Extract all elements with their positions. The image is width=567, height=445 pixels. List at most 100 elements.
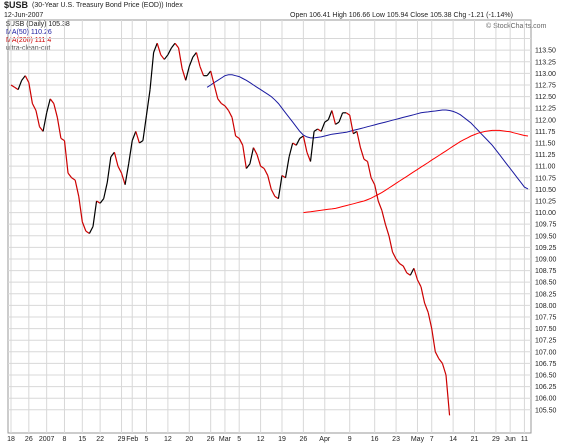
price-segment [245,163,251,169]
x-tick-label: May [411,436,425,443]
x-tick-label: 19 [278,436,286,443]
plot-frame [7,19,532,434]
price-segment [331,110,337,125]
price-segment [192,52,197,58]
ohlc-readout: Open 106.41 High 106.66 Low 105.94 Close… [290,12,513,19]
price-segment [185,66,190,81]
price-segment [363,158,368,163]
y-tick-label: 111.50 [535,140,555,147]
y-tick-label: 106.25 [535,384,557,391]
x-tick-label: 8 [63,436,67,443]
price-segment [113,152,119,167]
price-segment [420,286,426,304]
price-segment [135,131,140,144]
y-tick-label: 112.25 [535,106,556,113]
price-segment [249,147,255,164]
price-segment [181,68,187,81]
x-tick-label: 5 [237,436,241,443]
y-tick-label: 107.50 [535,326,557,333]
chart-date: 12-Jun-2007 [4,12,44,19]
price-segment [409,267,415,276]
y-tick-label: 106.00 [535,396,557,403]
x-tick-label: Feb [126,436,138,443]
price-segment [317,128,322,132]
price-segment [153,42,158,53]
x-tick-label: 15 [78,436,86,443]
y-tick-label: 109.75 [535,222,557,229]
price-segment [288,142,294,158]
price-segment [156,43,162,55]
legend-entry-extra: ultra-clean-cut [6,45,51,52]
price-segment [270,189,276,197]
chart-description: (30-Year U.S. Treasury Bond Price (EOD))… [32,2,183,9]
price-segment [39,126,44,132]
y-tick-label: 112.50 [535,94,556,101]
price-segment [224,105,229,111]
price-segment [139,140,144,144]
price-segment [221,103,226,107]
price-segment [231,117,237,137]
x-tick-label: 16 [371,436,379,443]
y-tick-label: 108.25 [535,291,557,298]
x-tick-label: 22 [96,436,104,443]
price-segment [35,110,41,127]
x-tick-label: 18 [7,436,15,443]
price-segment [103,182,108,199]
y-tick-label: 111.00 [535,164,555,171]
x-tick-label: 29 [492,436,500,443]
price-segment [10,84,15,88]
price-segment [338,112,344,123]
price-segment [320,121,326,132]
y-tick-label: 110.50 [535,187,556,194]
price-segment [106,156,112,183]
x-tick-label: 9 [348,436,352,443]
price-segment [78,196,83,222]
price-segment [99,198,105,204]
x-tick-label: 29 [118,436,126,443]
price-segment [377,200,383,211]
price-segment [188,56,194,67]
y-tick-label: 106.50 [535,372,557,379]
x-tick-label: Jun [505,436,516,443]
price-segment [31,103,37,111]
price-segment [60,137,65,142]
price-segment [85,230,90,234]
price-segment [195,52,201,67]
price-segment [128,140,133,164]
y-tick-label: 109.25 [535,245,557,252]
price-segment [263,168,269,176]
price-segment [277,175,283,199]
price-segment [324,119,329,123]
price-segment [335,121,340,125]
price-segment [163,54,169,60]
y-tick-label: 108.75 [535,268,557,275]
price-segment [110,151,115,158]
series-line-ma200 [303,129,529,214]
x-tick-label: 20 [185,436,193,443]
x-tick-label: 26 [25,436,33,443]
price-segment [53,103,58,118]
price-segment [284,156,290,178]
price-segment [374,184,379,202]
y-tick-label: 112.75 [535,82,556,89]
y-tick-label: 108.00 [535,303,557,310]
price-segment [210,70,215,86]
price-segment [388,235,394,253]
y-tick-label: 107.25 [535,338,557,345]
price-segment [252,147,258,155]
x-tick-label: Apr [319,436,331,443]
price-segment [242,145,247,169]
x-tick-label: 12 [257,436,265,443]
y-tick-label: 106.75 [535,361,557,368]
x-tick-label: 12 [164,436,172,443]
price-segment [260,165,265,169]
y-tick-label: 110.75 [535,175,556,182]
price-segment [160,54,165,60]
price-segment [424,302,429,313]
y-tick-label: 113.00 [535,71,556,78]
price-segment [274,195,279,200]
price-segment [46,98,51,113]
price-segment [17,80,23,90]
price-segment [391,251,397,260]
